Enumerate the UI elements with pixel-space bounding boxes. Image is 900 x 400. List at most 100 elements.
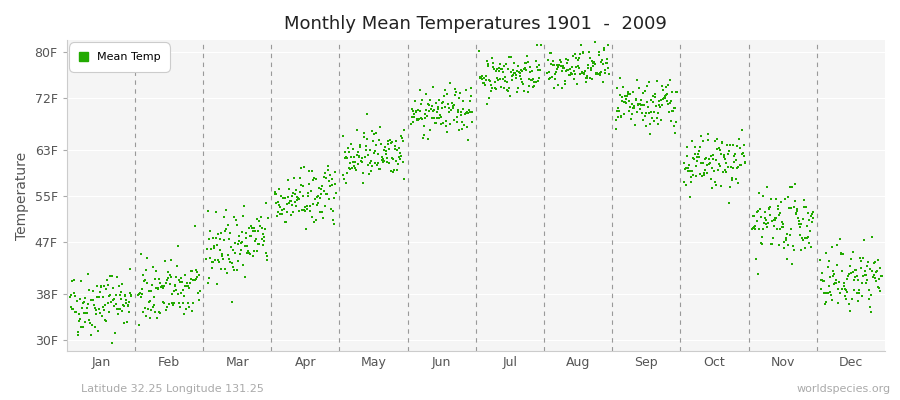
Point — [814, 277, 828, 284]
Point — [207, 245, 221, 252]
Point — [212, 259, 226, 265]
Point — [616, 99, 631, 106]
Point — [778, 235, 793, 241]
Point — [202, 235, 216, 242]
Point — [488, 78, 502, 85]
Point — [473, 75, 488, 81]
Point — [364, 168, 378, 174]
Point — [711, 167, 725, 173]
Point — [410, 116, 424, 123]
Point — [768, 217, 782, 223]
Point — [716, 168, 730, 175]
Point — [173, 278, 187, 285]
Point — [580, 75, 594, 82]
Point — [509, 68, 524, 74]
Point — [78, 294, 93, 301]
Point — [508, 70, 522, 76]
Point — [722, 148, 736, 154]
Point — [232, 238, 247, 244]
Point — [110, 274, 124, 280]
Point — [656, 96, 670, 103]
Point — [728, 151, 742, 157]
Point — [253, 223, 267, 229]
Point — [76, 324, 90, 330]
Point — [250, 248, 265, 254]
Point — [500, 79, 514, 86]
Point — [166, 302, 180, 308]
Point — [452, 95, 466, 101]
Point — [277, 205, 292, 212]
Point — [460, 109, 474, 116]
Point — [90, 294, 104, 300]
Point — [326, 208, 340, 214]
Point — [112, 305, 126, 312]
Point — [393, 150, 408, 156]
Point — [686, 155, 700, 161]
Point — [252, 241, 266, 247]
Point — [563, 71, 578, 78]
Point — [864, 292, 878, 298]
Point — [315, 209, 329, 215]
Point — [623, 90, 637, 97]
Point — [830, 262, 844, 268]
Point — [844, 256, 859, 262]
Point — [215, 253, 230, 259]
Point — [598, 69, 612, 76]
Point — [830, 242, 844, 248]
Point — [166, 300, 181, 306]
Point — [580, 73, 594, 79]
Point — [702, 155, 716, 162]
Point — [213, 236, 228, 242]
Point — [642, 79, 656, 85]
Point — [482, 61, 496, 67]
Point — [865, 234, 879, 240]
Point — [223, 259, 238, 265]
Point — [441, 101, 455, 107]
Point — [711, 145, 725, 151]
Point — [324, 205, 338, 212]
Point — [183, 304, 197, 310]
Point — [429, 109, 444, 115]
Point — [150, 315, 165, 321]
Point — [703, 160, 717, 166]
Point — [454, 112, 468, 118]
Point — [253, 222, 267, 229]
Point — [518, 65, 533, 72]
Point — [477, 80, 491, 86]
Point — [835, 268, 850, 274]
Point — [391, 161, 405, 167]
Point — [108, 330, 122, 336]
Point — [166, 288, 181, 295]
Point — [99, 285, 113, 292]
Point — [421, 108, 436, 114]
Point — [532, 61, 546, 68]
Point — [285, 193, 300, 199]
Point — [455, 97, 470, 104]
Point — [236, 213, 250, 219]
Point — [424, 115, 438, 121]
Point — [480, 58, 494, 65]
Point — [850, 298, 865, 304]
Point — [845, 295, 859, 302]
Point — [260, 256, 274, 263]
Point — [327, 220, 341, 227]
Point — [380, 159, 394, 165]
Point — [487, 66, 501, 72]
Point — [859, 280, 873, 286]
Point — [714, 182, 728, 189]
Point — [543, 75, 557, 82]
Point — [361, 152, 375, 158]
Point — [307, 219, 321, 225]
Point — [346, 146, 360, 152]
Point — [179, 306, 194, 312]
Point — [777, 239, 791, 245]
Point — [151, 276, 166, 282]
Point — [616, 83, 630, 90]
Point — [207, 242, 221, 249]
Point — [793, 224, 807, 230]
Point — [642, 110, 656, 116]
Point — [464, 109, 479, 115]
Point — [254, 214, 268, 220]
Text: worldspecies.org: worldspecies.org — [796, 384, 891, 394]
Point — [694, 160, 708, 166]
